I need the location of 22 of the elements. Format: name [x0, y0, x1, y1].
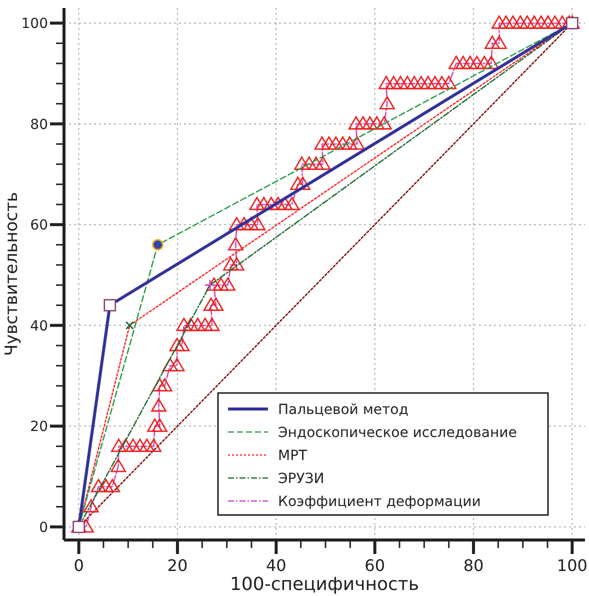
legend-label: Коэффициент деформации	[278, 494, 481, 510]
x-tick-label: 0	[74, 556, 84, 576]
legend-label: ЭРУЗИ	[278, 470, 324, 487]
y-axis-title: Чувствительность	[2, 192, 22, 356]
y-tick-label: 100	[21, 16, 48, 32]
x-tick-label: 60	[364, 556, 386, 576]
x-tick-label: 100	[556, 556, 588, 576]
y-tick-label: 40	[30, 318, 48, 334]
x-axis-title: 100-специфичность	[230, 574, 420, 595]
x-tick-label: 80	[463, 556, 484, 576]
point	[152, 239, 164, 251]
x-tick-label: 20	[167, 556, 188, 576]
legend-label: Пальцевой метод	[278, 402, 408, 418]
y-tick-label: 60	[30, 218, 48, 234]
x-tick-label: 40	[266, 556, 286, 576]
legend-label: Эндоскопическое исследование	[278, 424, 517, 441]
point	[104, 299, 116, 312]
y-tick-label: 80	[30, 116, 48, 133]
y-tick-label: 0	[39, 520, 48, 536]
legend-label: МРТ	[278, 448, 308, 464]
y-tick-label: 20	[30, 419, 48, 436]
point	[125, 321, 134, 330]
